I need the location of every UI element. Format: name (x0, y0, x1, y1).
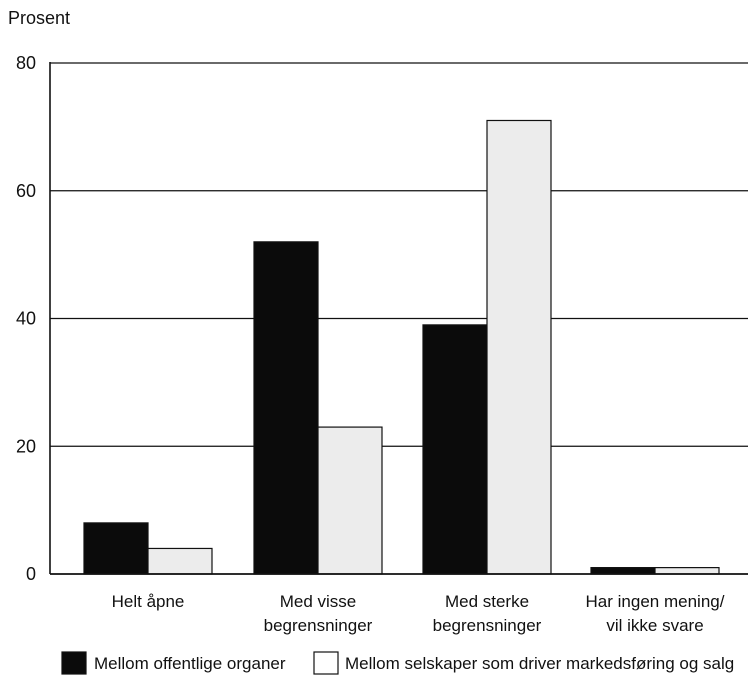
category-label-line-0-0: Helt åpne (112, 592, 185, 611)
axes (49, 62, 748, 575)
category-label-line-2-0: Med sterke (445, 592, 529, 611)
legend-swatch-0 (61, 651, 87, 675)
gridlines (50, 62, 748, 447)
category-label-line-3-0: Har ingen mening/ (586, 592, 725, 611)
bar-series-1-category-1 (317, 426, 383, 575)
y-tick-label-40: 40 (16, 309, 36, 329)
category-label-1: Med visse begrensninger (264, 592, 373, 635)
legend-label-1: Mellom selskaper som driver markedsførin… (345, 654, 734, 673)
category-label-3: Har ingen mening/vil ikke svare (586, 592, 725, 635)
category-label-line-1-1: begrensninger (264, 616, 373, 635)
category-label-line-3-1: vil ikke svare (606, 616, 703, 635)
bar-series-1-category-2 (486, 119, 552, 575)
bar-series-0-category-0 (83, 522, 149, 575)
y-axis-title: Prosent (8, 8, 70, 28)
legend-label-0: Mellom offentlige organer (94, 654, 286, 673)
bar-series-0-category-2 (422, 324, 488, 575)
bars (83, 119, 720, 575)
bar-series-0-category-3 (590, 567, 656, 575)
bar-series-1-category-3 (654, 567, 720, 575)
bar-series-0-category-1 (253, 241, 319, 575)
y-tick-label-60: 60 (16, 181, 36, 201)
bar-series-1-category-0 (147, 547, 213, 575)
y-tick-label-20: 20 (16, 436, 36, 456)
y-tick-label-0: 0 (26, 564, 36, 584)
category-label-line-1-0: Med visse (280, 592, 357, 611)
category-label-line-2-1: begrensninger (433, 616, 542, 635)
category-label-2: Med sterke begrensninger (433, 592, 542, 635)
y-axis-ticks: 0 20 40 60 80 (16, 53, 36, 584)
legend: Mellom offentlige organer Mellom selskape… (61, 651, 734, 675)
category-label-0: Helt åpne (112, 592, 185, 611)
legend-swatch-1 (313, 651, 339, 675)
y-tick-label-80: 80 (16, 53, 36, 73)
